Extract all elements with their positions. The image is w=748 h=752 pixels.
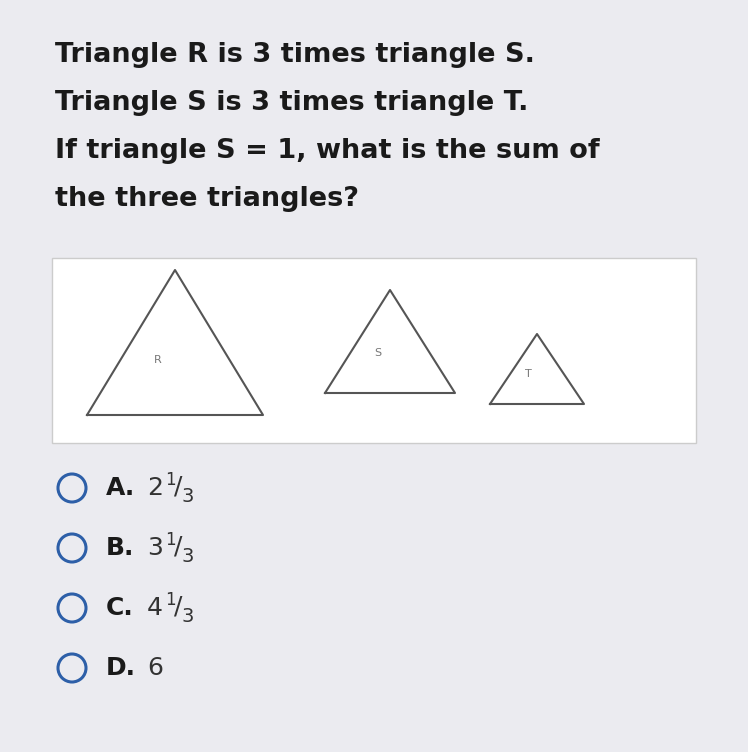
- Text: If triangle S = 1, what is the sum of: If triangle S = 1, what is the sum of: [55, 138, 600, 164]
- Text: 1: 1: [165, 591, 176, 609]
- Text: C.: C.: [106, 596, 134, 620]
- Text: the three triangles?: the three triangles?: [55, 186, 359, 212]
- Text: 3: 3: [182, 487, 194, 505]
- Text: D.: D.: [106, 656, 136, 680]
- Text: /: /: [174, 475, 183, 499]
- Text: T: T: [524, 369, 531, 379]
- Text: B.: B.: [106, 536, 135, 560]
- Text: 3: 3: [182, 607, 194, 626]
- Text: 1: 1: [165, 531, 176, 549]
- Text: 3: 3: [147, 536, 163, 560]
- Text: 6: 6: [147, 656, 163, 680]
- Text: 1: 1: [165, 471, 176, 489]
- Text: 2: 2: [147, 476, 163, 500]
- Text: 4: 4: [147, 596, 163, 620]
- Text: Triangle R is 3 times triangle S.: Triangle R is 3 times triangle S.: [55, 42, 535, 68]
- Text: R: R: [154, 355, 162, 365]
- Text: A.: A.: [106, 476, 135, 500]
- Bar: [52, 258, 696, 443]
- Text: Triangle S is 3 times triangle T.: Triangle S is 3 times triangle T.: [55, 90, 528, 116]
- Text: 3: 3: [182, 547, 194, 566]
- Text: /: /: [174, 595, 183, 619]
- Text: S: S: [375, 348, 381, 358]
- Text: /: /: [174, 535, 183, 559]
